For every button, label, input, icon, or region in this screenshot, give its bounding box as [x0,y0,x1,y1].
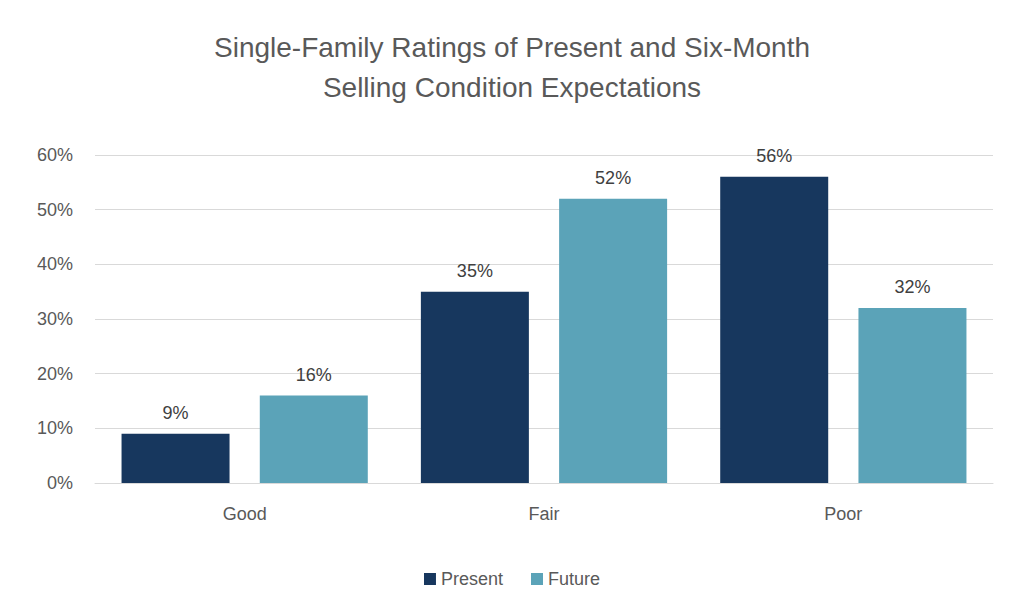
svg-text:56%: 56% [756,146,792,166]
svg-text:20%: 20% [37,364,73,384]
svg-text:52%: 52% [595,168,631,188]
svg-text:Present: Present [441,569,503,589]
svg-text:Poor: Poor [824,504,862,524]
svg-text:Good: Good [223,504,267,524]
svg-text:Selling Condition Expectations: Selling Condition Expectations [323,72,701,103]
svg-text:Single-Family Ratings of Prese: Single-Family Ratings of Present and Six… [214,32,810,63]
svg-text:50%: 50% [37,200,73,220]
svg-text:60%: 60% [37,145,73,165]
svg-text:9%: 9% [163,403,189,423]
svg-text:32%: 32% [894,277,930,297]
svg-text:35%: 35% [457,261,493,281]
svg-text:10%: 10% [37,418,73,438]
svg-text:40%: 40% [37,254,73,274]
svg-text:30%: 30% [37,309,73,329]
svg-text:Fair: Fair [529,504,560,524]
svg-text:Future: Future [548,569,600,589]
svg-text:0%: 0% [47,473,73,493]
svg-text:16%: 16% [296,365,332,385]
